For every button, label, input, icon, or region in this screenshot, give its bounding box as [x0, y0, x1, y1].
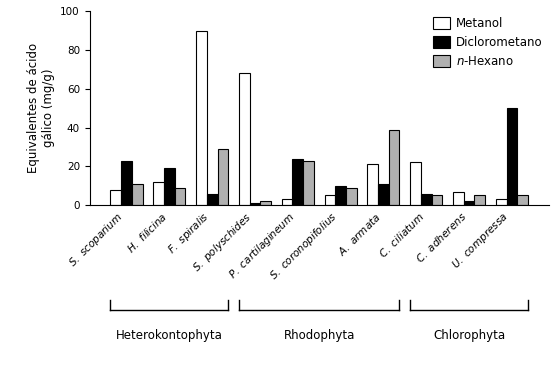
Bar [132, 184, 143, 205]
Bar [410, 163, 421, 205]
Bar [517, 195, 528, 205]
Bar [474, 195, 485, 205]
Text: Rhodophyta: Rhodophyta [283, 329, 355, 342]
Bar [207, 194, 217, 205]
Bar [175, 188, 185, 205]
Bar [153, 182, 164, 205]
Bar [250, 203, 260, 205]
Bar [217, 149, 228, 205]
Bar [282, 199, 292, 205]
Bar [432, 195, 442, 205]
Bar [260, 201, 271, 205]
Y-axis label: Equivalentes de ácido
gálico (mg/g): Equivalentes de ácido gálico (mg/g) [27, 43, 55, 173]
Bar [164, 168, 175, 205]
Bar [325, 195, 335, 205]
Bar [464, 201, 474, 205]
Text: Chlorophyta: Chlorophyta [433, 329, 505, 342]
Bar [378, 184, 389, 205]
Bar [292, 159, 303, 205]
Text: Heterokontophyta: Heterokontophyta [116, 329, 223, 342]
Bar [367, 164, 378, 205]
Bar [389, 129, 399, 205]
Bar [121, 160, 132, 205]
Bar [196, 31, 207, 205]
Legend: Metanol, Diclorometano, $\it{n}$-Hexano: Metanol, Diclorometano, $\it{n}$-Hexano [433, 17, 543, 68]
Bar [346, 188, 357, 205]
Bar [110, 189, 121, 205]
Bar [335, 186, 346, 205]
Bar [496, 199, 506, 205]
Bar [303, 160, 314, 205]
Bar [453, 192, 464, 205]
Bar [239, 73, 250, 205]
Bar [421, 194, 432, 205]
Bar [506, 108, 517, 205]
